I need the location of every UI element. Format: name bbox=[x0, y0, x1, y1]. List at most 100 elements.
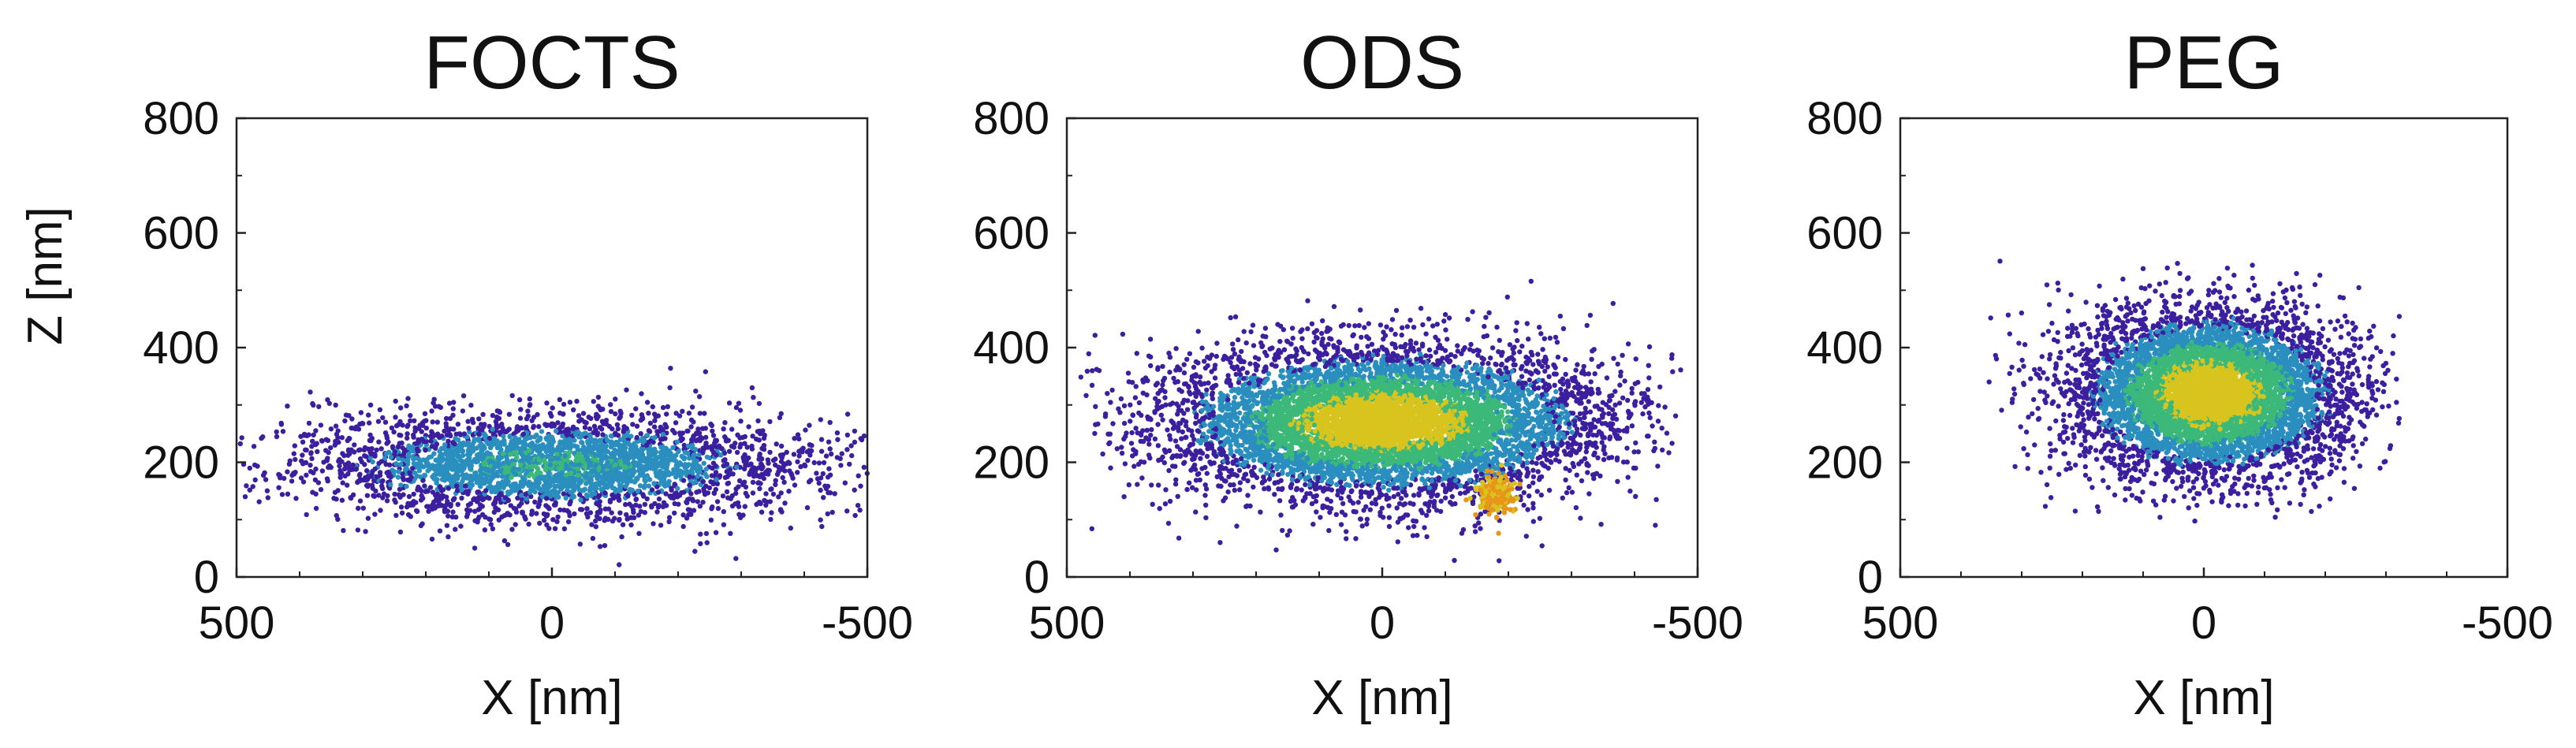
data-point bbox=[326, 478, 330, 483]
data-point bbox=[805, 505, 810, 510]
data-point bbox=[639, 431, 643, 436]
data-point bbox=[427, 455, 431, 460]
data-point bbox=[468, 501, 473, 506]
data-point bbox=[424, 460, 429, 465]
data-point bbox=[248, 466, 252, 471]
data-point bbox=[692, 452, 696, 457]
data-point bbox=[354, 467, 359, 471]
data-point bbox=[333, 439, 337, 444]
data-point bbox=[1087, 352, 1091, 356]
data-point bbox=[725, 489, 729, 494]
data-point bbox=[299, 459, 304, 463]
data-point bbox=[328, 445, 333, 450]
data-point bbox=[396, 474, 401, 479]
data-point bbox=[586, 459, 591, 463]
data-point bbox=[688, 424, 693, 429]
data-point bbox=[357, 472, 362, 477]
data-point bbox=[362, 448, 367, 452]
data-point bbox=[587, 415, 591, 419]
data-point bbox=[383, 420, 388, 425]
data-point bbox=[578, 435, 583, 440]
data-point bbox=[345, 482, 349, 487]
data-point bbox=[680, 409, 684, 414]
data-point bbox=[704, 467, 709, 471]
data-point bbox=[857, 508, 862, 512]
data-point bbox=[781, 464, 785, 469]
data-point bbox=[661, 449, 665, 454]
data-point bbox=[572, 437, 576, 442]
data-point bbox=[451, 406, 456, 411]
data-point bbox=[379, 459, 384, 463]
data-point bbox=[579, 440, 583, 445]
data-point bbox=[518, 450, 523, 455]
data-point bbox=[742, 467, 747, 471]
data-point bbox=[621, 523, 625, 527]
data-point bbox=[727, 449, 732, 454]
data-point bbox=[405, 478, 410, 482]
data-point bbox=[342, 419, 347, 423]
data-point bbox=[639, 509, 643, 514]
data-point bbox=[685, 451, 690, 456]
data-point bbox=[478, 502, 483, 507]
data-point bbox=[602, 543, 607, 548]
data-point bbox=[844, 508, 849, 513]
data-point bbox=[313, 442, 318, 447]
data-point bbox=[356, 448, 361, 452]
data-point bbox=[662, 422, 667, 426]
data-point bbox=[1582, 364, 1586, 369]
data-point bbox=[437, 467, 442, 471]
data-point bbox=[598, 544, 602, 549]
data-point bbox=[646, 411, 651, 415]
data-point bbox=[645, 400, 650, 404]
data-point bbox=[281, 476, 286, 481]
data-point bbox=[442, 473, 446, 478]
data-point bbox=[501, 484, 505, 489]
data-point bbox=[406, 444, 411, 448]
data-point bbox=[1093, 333, 1098, 337]
data-point bbox=[393, 415, 397, 419]
data-point bbox=[568, 441, 572, 445]
data-point bbox=[498, 491, 503, 496]
data-point bbox=[815, 476, 820, 481]
data-point bbox=[448, 426, 453, 431]
data-point bbox=[693, 447, 698, 452]
data-point bbox=[378, 407, 382, 412]
data-point bbox=[316, 404, 321, 409]
data-point bbox=[329, 426, 334, 431]
data-point bbox=[666, 479, 671, 484]
data-point bbox=[745, 445, 750, 449]
data-point bbox=[1251, 343, 1256, 348]
data-point bbox=[389, 474, 393, 479]
data-point bbox=[410, 466, 415, 471]
data-point bbox=[502, 538, 507, 543]
data-point bbox=[568, 400, 572, 404]
data-point bbox=[527, 448, 531, 452]
data-point bbox=[1299, 487, 1304, 492]
data-point bbox=[604, 418, 609, 422]
data-point bbox=[737, 478, 742, 483]
data-point bbox=[696, 489, 701, 493]
data-point bbox=[1441, 318, 1446, 323]
data-point bbox=[476, 432, 481, 437]
data-point bbox=[634, 497, 639, 501]
data-point bbox=[838, 463, 843, 467]
data-point bbox=[852, 429, 857, 434]
data-point bbox=[476, 437, 481, 441]
data-points bbox=[1079, 279, 1683, 564]
data-point bbox=[759, 510, 764, 515]
data-point bbox=[779, 444, 784, 448]
data-point bbox=[1182, 362, 1187, 367]
data-point bbox=[1535, 352, 1540, 356]
data-point bbox=[452, 463, 457, 468]
data-point bbox=[742, 480, 747, 485]
data-point bbox=[320, 468, 325, 473]
x-axis-label: X [nm] bbox=[481, 671, 622, 725]
data-point bbox=[746, 463, 751, 467]
data-point bbox=[293, 457, 297, 462]
data-point bbox=[1524, 534, 1529, 538]
data-point bbox=[619, 534, 624, 539]
data-point bbox=[518, 463, 523, 467]
data-point bbox=[862, 465, 867, 470]
data-point bbox=[483, 461, 488, 466]
